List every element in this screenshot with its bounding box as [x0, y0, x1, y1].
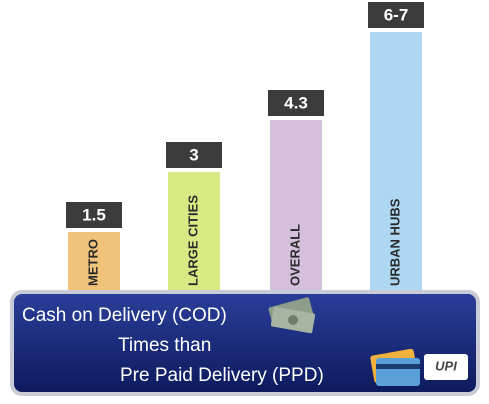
- banner-line: Pre Paid Delivery (PPD): [120, 365, 324, 386]
- value-label: 1.5: [82, 205, 106, 224]
- upi-logo: UPI: [435, 358, 457, 373]
- category-label: OVERALL: [287, 224, 302, 286]
- bar: [370, 32, 422, 292]
- banner-line: Cash on Delivery (COD): [22, 305, 227, 326]
- value-label-box: [166, 142, 222, 168]
- value-label: 6-7: [384, 5, 409, 24]
- value-label-box: [66, 202, 122, 228]
- banner-line: Times than: [118, 335, 211, 356]
- bar: [270, 120, 322, 292]
- card-icon: [370, 348, 420, 386]
- value-label-box: [268, 90, 324, 116]
- value-label: 4.3: [284, 93, 308, 112]
- value-label-box: [368, 2, 424, 28]
- bar: [168, 172, 220, 292]
- banner: [10, 290, 480, 396]
- bars: 1.5 METRO 3 LARGE CITIES 4.3 OVERALL 6-7 URBAN …: [66, 2, 424, 292]
- bar: [68, 232, 120, 292]
- category-label: METRO: [85, 239, 100, 286]
- upi-badge: [424, 354, 468, 380]
- category-label: URBAN HUBS: [387, 198, 402, 286]
- money-icon: [268, 297, 316, 334]
- value-label: 3: [189, 145, 198, 164]
- category-label: LARGE CITIES: [185, 195, 200, 286]
